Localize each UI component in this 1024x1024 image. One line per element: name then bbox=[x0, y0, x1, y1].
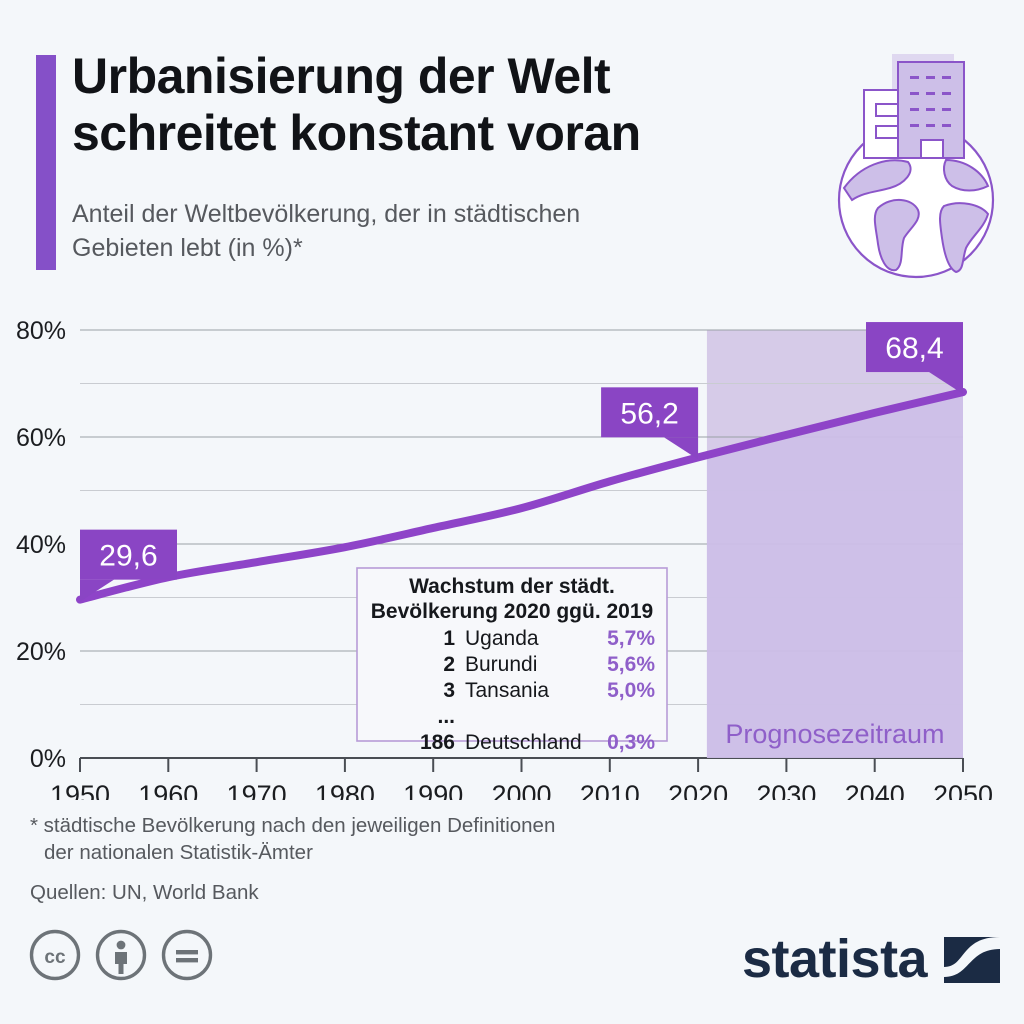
statista-wordmark: statista bbox=[742, 929, 929, 989]
x-axis-tick-label: 1950 bbox=[50, 780, 110, 800]
line-chart: 0% 20% 40% 60% 80% 1950 1960 1970 1980 1990 2000 20… bbox=[0, 300, 1024, 800]
x-axis-tick-label: 1960 bbox=[138, 780, 198, 800]
chart-canvas: 0%20%40%60%80%1950 1960 1970 1980 1990 2000 20… bbox=[16, 317, 993, 800]
y-axis-tick-label: 20% bbox=[16, 638, 66, 666]
annotation-title-line-1: Wachstum der städt. bbox=[409, 575, 615, 598]
callout-tail bbox=[80, 579, 114, 602]
annotation-row-rank: 186 bbox=[420, 731, 455, 754]
page-subtitle: Anteil der Weltbevölkerung, der in städt… bbox=[72, 198, 812, 265]
x-axis-tick-label: 2040 bbox=[845, 780, 905, 800]
subtitle-line-2: Gebieten lebt (in %)* bbox=[72, 233, 303, 262]
callout-box bbox=[866, 322, 963, 373]
x-axis-tick-label: 2000 bbox=[491, 780, 551, 800]
annotation-row-country: Deutschland bbox=[465, 731, 582, 754]
title-line-2: schreitet konstant voran bbox=[72, 104, 641, 161]
callout-box bbox=[601, 387, 699, 438]
title-line-1: Urbanisierung der Welt bbox=[72, 48, 611, 104]
annotation-row-country: Tansania bbox=[465, 679, 549, 702]
y-axis-tick-label: 0% bbox=[30, 745, 66, 773]
cc-nd-icon[interactable] bbox=[160, 928, 214, 987]
callout-value: 29,6 bbox=[99, 540, 157, 573]
annotation-row-country: Uganda bbox=[465, 627, 539, 650]
callout-box bbox=[80, 529, 177, 580]
footnote-line-1: * städtische Bevölkerung nach den jeweil… bbox=[30, 814, 556, 837]
x-axis-tick-label: 2020 bbox=[668, 780, 728, 800]
annotation-row-country: Burundi bbox=[465, 653, 537, 676]
annotation-row-rank: 1 bbox=[443, 627, 455, 650]
header: Urbanisierung der Welt schreitet konstan… bbox=[0, 0, 1024, 300]
footnotes: * städtische Bevölkerung nach den jeweil… bbox=[30, 812, 830, 905]
x-axis-tick-label: 2050 bbox=[933, 780, 993, 800]
title-accent-bar bbox=[36, 55, 56, 270]
annotation-row-value: 5,7% bbox=[607, 627, 655, 650]
x-axis-tick-label: 1970 bbox=[227, 780, 287, 800]
x-axis-tick-label: 2030 bbox=[756, 780, 816, 800]
sources-line: Quellen: UN, World Bank bbox=[30, 880, 259, 904]
forecast-period-label: Prognosezeitraum bbox=[725, 719, 944, 749]
annotation-box: Wachstum der städt.Bevölkerung 2020 ggü.… bbox=[356, 567, 668, 754]
callout-value: 56,2 bbox=[620, 397, 678, 430]
data-label-callout: 68,4 bbox=[866, 322, 963, 395]
x-axis-tick-label: 1990 bbox=[403, 780, 463, 800]
cc-by-icon[interactable] bbox=[94, 928, 148, 987]
annotation-row-value: 5,0% bbox=[607, 679, 655, 702]
callout-value: 68,4 bbox=[885, 332, 943, 365]
annotation-row-rank: 2 bbox=[443, 653, 455, 676]
cc-icon[interactable]: cc bbox=[28, 928, 82, 987]
page-title: Urbanisierung der Welt schreitet konstan… bbox=[72, 48, 842, 161]
statista-mark bbox=[944, 937, 1000, 983]
data-line bbox=[76, 388, 967, 604]
x-axis-tick-label: 2010 bbox=[580, 780, 640, 800]
annotation-row-rank: 3 bbox=[443, 679, 455, 702]
callout-tail bbox=[664, 437, 699, 460]
subtitle-line-1: Anteil der Weltbevölkerung, der in städt… bbox=[72, 200, 581, 228]
forecast-area-fill bbox=[706, 392, 963, 758]
annotation-row-value: 0,3% bbox=[607, 731, 655, 754]
globe-with-buildings-icon bbox=[834, 40, 1014, 290]
data-label-callout: 29,6 bbox=[80, 529, 177, 602]
x-axis-tick-label: 1980 bbox=[315, 780, 375, 800]
annotation-title-line-2: Bevölkerung 2020 ggü. 2019 bbox=[371, 600, 653, 623]
annotation-box-frame bbox=[356, 567, 668, 742]
y-axis-tick-label: 80% bbox=[16, 317, 66, 345]
annotation-row-value: 5,6% bbox=[607, 653, 655, 676]
callout-tail bbox=[929, 372, 963, 395]
y-axis-tick-label: 40% bbox=[16, 531, 66, 559]
svg-text:cc: cc bbox=[44, 947, 66, 968]
data-label-callout: 56,2 bbox=[601, 387, 699, 460]
annotation-row-rank: ... bbox=[437, 705, 455, 728]
statista-logo[interactable]: statista bbox=[742, 927, 1002, 998]
footnote-line-2: der nationalen Statistik-Ämter bbox=[44, 841, 313, 865]
creative-commons-license: cc bbox=[28, 928, 214, 987]
y-axis-tick-label: 60% bbox=[16, 424, 66, 452]
footer: cc statista bbox=[0, 925, 1024, 1005]
